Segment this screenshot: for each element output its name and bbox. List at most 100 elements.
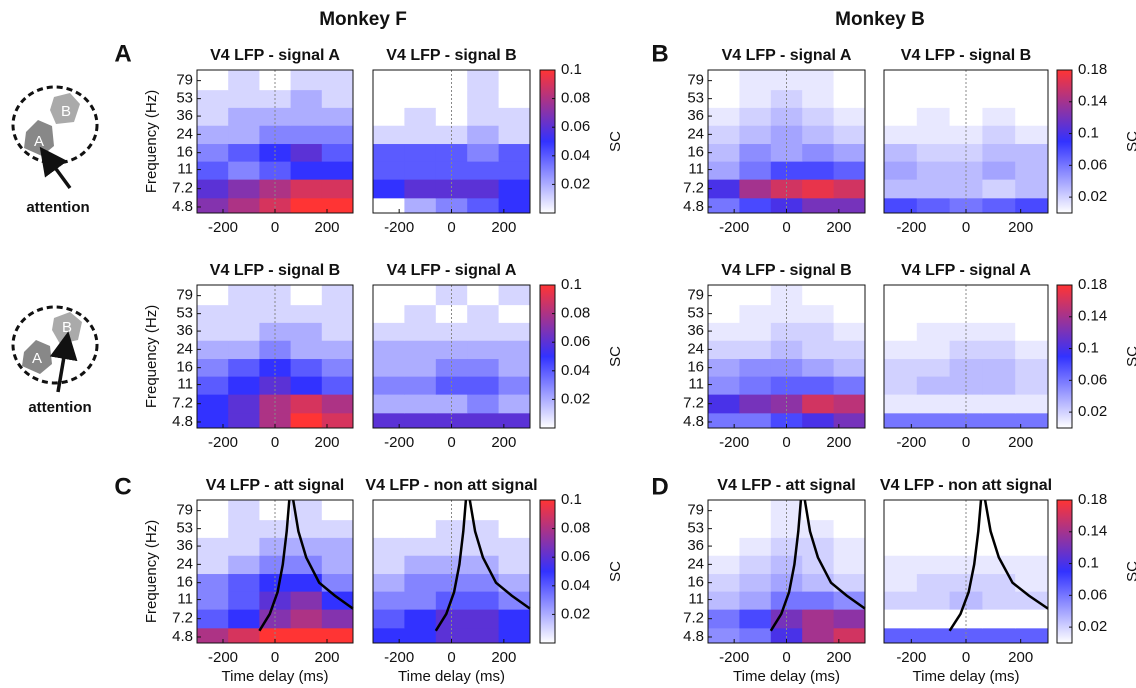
heatmap-cell: [833, 125, 866, 145]
heatmap-cell: [373, 519, 405, 538]
heatmap-cell: [259, 627, 292, 644]
heatmap-cell: [404, 376, 437, 395]
x-tick-label: 200: [1008, 434, 1033, 451]
colorbar-tick-label: 0.14: [1078, 308, 1107, 325]
heatmap-cell: [498, 573, 531, 592]
heatmap-cell: [228, 376, 260, 395]
y-tick-label: 4.8: [683, 628, 704, 645]
heatmap-cell: [404, 358, 437, 377]
heatmap-cell: [770, 412, 803, 429]
heatmap-cell: [802, 89, 835, 108]
heatmap-cell: [404, 555, 437, 575]
heatmap-cell: [982, 519, 1016, 538]
heatmap-cell: [770, 394, 803, 414]
heatmap-cell: [498, 89, 531, 108]
heatmap-cell: [1015, 340, 1049, 360]
heatmap-cell: [373, 609, 405, 629]
heatmap-cell: [373, 358, 405, 377]
panel-title: V4 LFP - signal A: [901, 262, 1031, 279]
heatmap-cell: [916, 555, 951, 575]
heatmap-cell: [708, 143, 740, 162]
heatmap-cell: [197, 376, 229, 395]
heatmap-cell: [739, 125, 772, 145]
heatmap-cell: [833, 555, 866, 575]
heatmap-cell: [467, 285, 500, 306]
heatmap-cell: [770, 573, 803, 592]
heatmap-cell: [1015, 519, 1049, 538]
heatmap-cell: [884, 125, 918, 145]
heatmap-cell: [982, 179, 1016, 199]
heatmap-cell: [435, 322, 468, 341]
x-tick-label: 200: [314, 434, 339, 451]
y-tick-label: 24: [687, 555, 704, 572]
heatmap-cell: [228, 161, 260, 180]
heatmap-cell: [498, 304, 531, 323]
heatmap-cell: [373, 107, 405, 126]
stimulus: [50, 93, 80, 124]
heatmap-cell: [1015, 358, 1049, 377]
heatmap-cell: [916, 161, 951, 180]
x-tick-label: 200: [491, 649, 516, 666]
panel-letter: B: [651, 40, 668, 67]
heatmap-cell: [802, 537, 835, 556]
heatmap-cell: [228, 573, 260, 592]
y-tick-label: 79: [176, 287, 193, 304]
y-tick-label: 53: [176, 305, 193, 322]
heatmap-cell: [1015, 394, 1049, 414]
heatmap-cell: [498, 322, 531, 341]
x-tick-label: 200: [314, 649, 339, 666]
heatmap-cell: [467, 376, 500, 395]
heatmap-cell: [770, 179, 803, 199]
y-tick-label: 11: [177, 591, 193, 608]
heatmap-cell: [708, 376, 740, 395]
heatmap-cell: [802, 573, 835, 592]
heatmap-cell: [373, 412, 405, 429]
heatmap-cell: [498, 376, 531, 395]
heatmap-cell: [916, 179, 951, 199]
attention-icon: B A attention: [11, 305, 99, 416]
x-tick-label: -200: [384, 649, 414, 666]
heatmap-cell: [373, 555, 405, 575]
y-tick-label: 53: [687, 305, 704, 322]
heatmap-cell: [916, 519, 951, 538]
x-tick-label: 0: [271, 649, 279, 666]
heatmap-cell: [404, 143, 437, 162]
y-tick-label: 7.2: [683, 610, 704, 627]
colorbar-tick-label: 0.02: [561, 605, 590, 622]
heatmap-cell: [949, 537, 983, 556]
y-tick-label: 11: [177, 376, 193, 393]
heatmap-cell: [290, 376, 323, 395]
heatmap-cell: [404, 340, 437, 360]
heatmap-cell: [467, 143, 500, 162]
heatmap-cell: [833, 537, 866, 556]
heatmap-cell: [435, 394, 468, 414]
heatmap-cell: [404, 285, 437, 306]
heatmap-cell: [228, 394, 260, 414]
heatmap-cell: [228, 107, 260, 126]
x-axis-label: Time delay (ms): [222, 668, 329, 685]
heatmap-cell: [467, 358, 500, 377]
heatmap-cell: [802, 107, 835, 126]
heatmap-cell: [982, 609, 1016, 629]
heatmap-cell: [321, 161, 354, 180]
heatmap-cell: [228, 70, 260, 91]
heatmap-cell: [197, 555, 229, 575]
heatmap-cell: [290, 340, 323, 360]
heatmap-cell: [197, 609, 229, 629]
colorbar-tick-label: 0.08: [561, 305, 590, 322]
heatmap-cell: [1015, 197, 1049, 214]
heatmap-cell: [833, 591, 866, 610]
heatmap-cell: [916, 500, 951, 521]
heatmap-cell: [404, 107, 437, 126]
heatmap-cell: [373, 627, 405, 644]
heatmap-cell: [949, 179, 983, 199]
heatmap-cell: [290, 107, 323, 126]
heatmap-cell: [802, 340, 835, 360]
heatmap-cell: [1015, 322, 1049, 341]
heatmap-cell: [259, 358, 292, 377]
heatmap-cell: [404, 519, 437, 538]
heatmap-cell: [259, 394, 292, 414]
